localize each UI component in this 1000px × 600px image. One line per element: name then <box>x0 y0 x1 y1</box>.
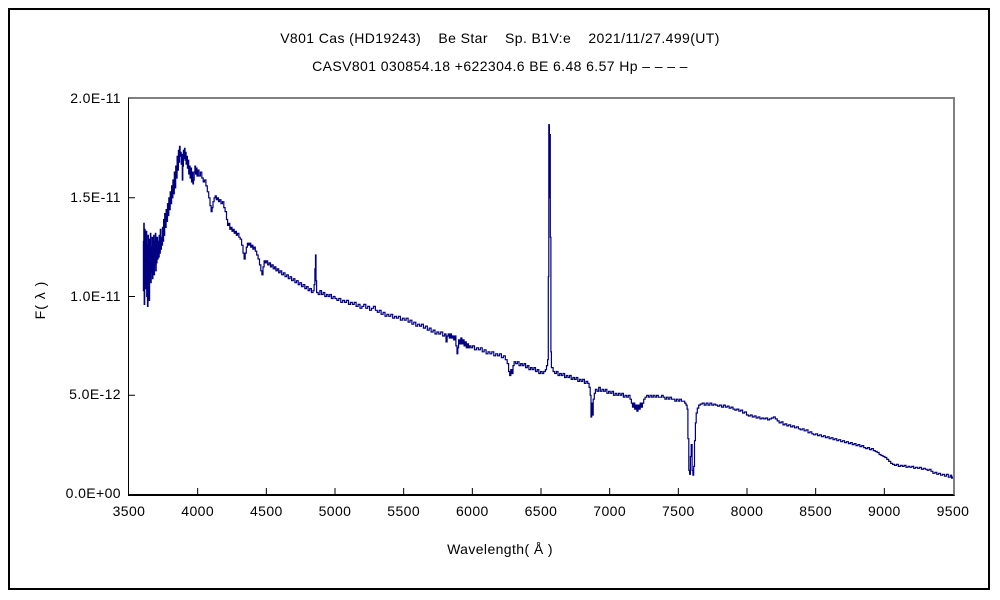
x-tick-label: 9500 <box>936 503 970 519</box>
outer-frame <box>8 8 990 590</box>
x-tick-label: 3500 <box>112 503 146 519</box>
plot-area <box>128 97 955 496</box>
x-tick-label: 9000 <box>867 503 901 519</box>
y-tick-label: 1.0E-11 <box>70 287 121 304</box>
x-tick-label: 5500 <box>387 503 421 519</box>
x-tick-label: 8500 <box>799 503 833 519</box>
x-tick-label: 4500 <box>249 503 283 519</box>
spectrum-line <box>142 124 953 479</box>
x-axis-title: Wavelength( Å ) <box>447 541 553 557</box>
x-tick-label: 6500 <box>524 503 558 519</box>
y-axis-title: F( λ ) <box>32 280 48 320</box>
axis-tick-marks <box>129 197 885 494</box>
chart-subtitle: CASV801 030854.18 +622304.6 BE 6.48 6.57… <box>312 58 688 74</box>
x-tick-label: 7000 <box>593 503 627 519</box>
x-tick-label: 4000 <box>181 503 215 519</box>
x-tick-label: 8000 <box>730 503 764 519</box>
spectrum-plot <box>129 124 953 494</box>
y-tick-label: 5.0E-12 <box>69 386 121 403</box>
x-tick-label: 7500 <box>661 503 695 519</box>
y-tick-label: 2.0E-11 <box>70 90 121 106</box>
chart-title: V801 Cas (HD19243) Be Star Sp. B1V:e 202… <box>280 30 720 46</box>
x-tick-label: 6000 <box>455 503 489 519</box>
y-tick-label: 0.0E+00 <box>65 485 121 501</box>
y-tick-label: 1.5E-11 <box>70 188 121 205</box>
x-tick-label: 5000 <box>318 503 352 519</box>
